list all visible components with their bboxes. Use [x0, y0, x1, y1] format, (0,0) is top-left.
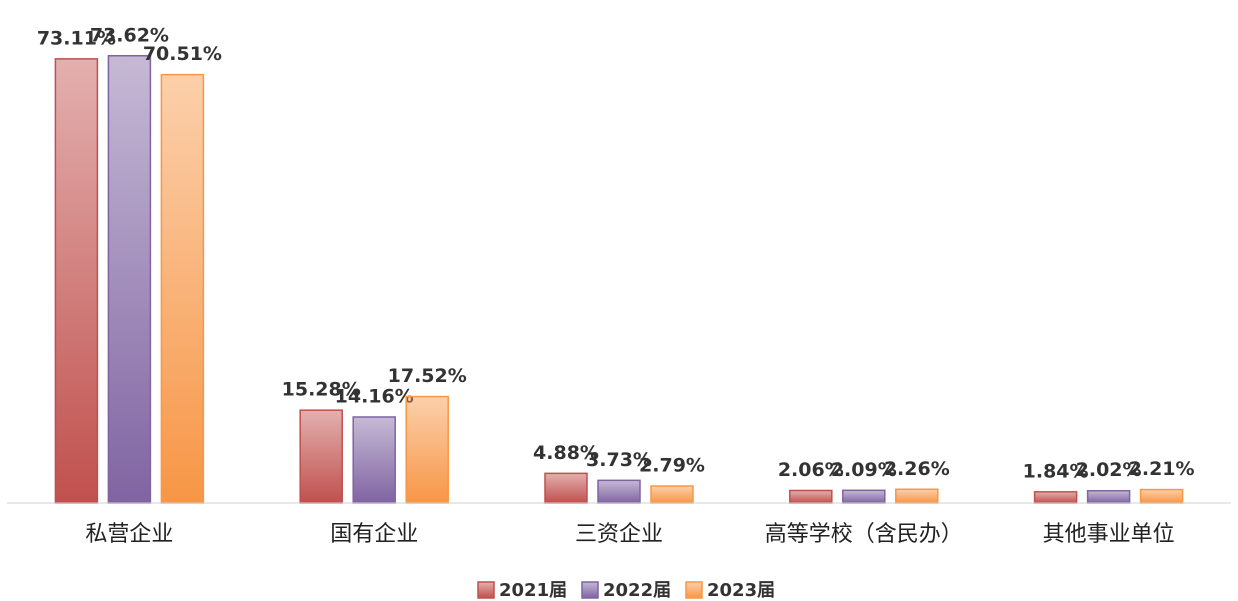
value-label: 2.06% [778, 459, 844, 481]
x-tick-label: 三资企业 [575, 522, 663, 547]
value-label: 1.84% [1023, 460, 1089, 482]
bar [54, 58, 99, 504]
x-tick-label: 其他事业单位 [1043, 522, 1175, 547]
bar [405, 395, 449, 504]
x-tick-label: 国有企业 [330, 522, 418, 547]
bar [895, 488, 939, 504]
value-label: 17.52% [388, 365, 467, 387]
legend-swatch [581, 581, 599, 599]
legend-label: 2022届 [603, 580, 671, 601]
bar [107, 55, 152, 504]
value-label: 3.73% [586, 449, 652, 471]
value-label: 4.88% [533, 442, 599, 464]
bar [352, 416, 396, 504]
bar [160, 73, 205, 504]
bar [1086, 489, 1131, 504]
bar [597, 479, 641, 504]
value-label: 14.16% [335, 385, 414, 407]
value-label: 73.62% [90, 24, 169, 46]
bar [789, 489, 833, 504]
legend-label: 2023届 [707, 580, 775, 601]
bar [299, 409, 343, 504]
value-label: 2.79% [639, 455, 705, 477]
value-label: 2.26% [884, 458, 950, 480]
bar [544, 472, 588, 504]
value-label: 2.02% [1076, 459, 1142, 481]
bar [842, 489, 886, 504]
x-tick-label: 私营企业 [85, 522, 173, 547]
value-label: 2.09% [831, 459, 897, 481]
bar [1033, 491, 1078, 504]
legend-label: 2021届 [499, 580, 567, 601]
value-label: 73.11% [37, 27, 116, 49]
value-label: 15.28% [282, 379, 361, 401]
bar [650, 485, 694, 504]
legend-swatch [685, 581, 703, 599]
legend-swatch [477, 581, 495, 599]
value-label: 70.51% [143, 43, 222, 65]
bar [1139, 488, 1184, 504]
x-tick-label: 高等学校（含民办） [765, 522, 963, 547]
value-label: 2.21% [1129, 458, 1195, 480]
